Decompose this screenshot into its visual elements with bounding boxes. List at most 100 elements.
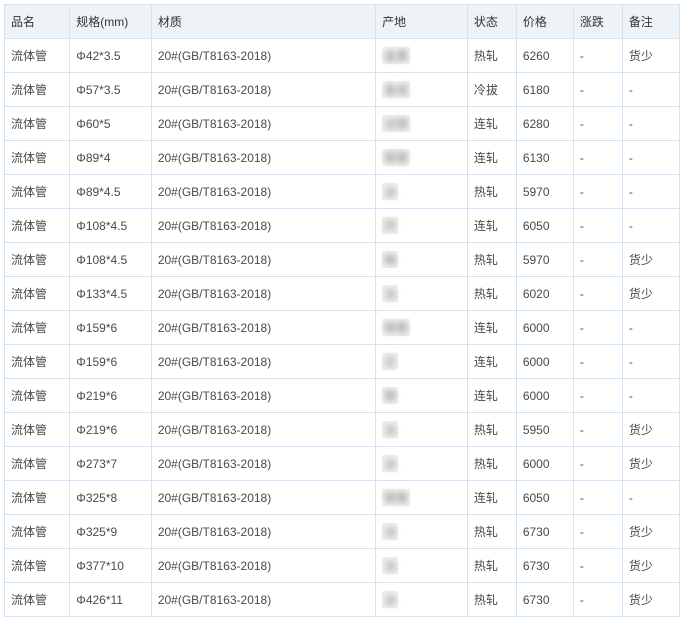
cell-trend: -	[573, 583, 622, 617]
cell-note: 货少	[622, 549, 679, 583]
cell-price: 6050	[516, 209, 573, 243]
cell-price: 6000	[516, 345, 573, 379]
cell-price: 6280	[516, 107, 573, 141]
cell-trend: -	[573, 107, 622, 141]
cell-trend: -	[573, 345, 622, 379]
cell-mat: 20#(GB/T8163-2018)	[151, 447, 375, 481]
cell-mat: 20#(GB/T8163-2018)	[151, 413, 375, 447]
col-header-state: 状态	[467, 5, 516, 39]
cell-state: 热轧	[467, 277, 516, 311]
cell-mat: 20#(GB/T8163-2018)	[151, 583, 375, 617]
cell-name: 流体管	[5, 413, 70, 447]
cell-name: 流体管	[5, 583, 70, 617]
cell-spec: Φ108*4.5	[70, 243, 152, 277]
origin-blurred: 冶	[382, 421, 398, 438]
origin-blurred: 梅	[382, 251, 398, 268]
cell-price: 6000	[516, 311, 573, 345]
origin-blurred: 金成	[382, 81, 410, 98]
table-row: 流体管Φ89*420#(GB/T8163-2018)钢管连轧6130--	[5, 141, 680, 175]
col-header-name: 品名	[5, 5, 70, 39]
cell-mat: 20#(GB/T8163-2018)	[151, 345, 375, 379]
cell-price: 5970	[516, 175, 573, 209]
col-header-trend: 涨跌	[573, 5, 622, 39]
cell-origin: 冶	[376, 447, 468, 481]
col-header-origin: 产地	[376, 5, 468, 39]
cell-spec: Φ89*4	[70, 141, 152, 175]
cell-name: 流体管	[5, 107, 70, 141]
cell-trend: -	[573, 141, 622, 175]
cell-spec: Φ325*8	[70, 481, 152, 515]
cell-mat: 20#(GB/T8163-2018)	[151, 311, 375, 345]
cell-trend: -	[573, 413, 622, 447]
cell-mat: 20#(GB/T8163-2018)	[151, 481, 375, 515]
cell-state: 热轧	[467, 175, 516, 209]
col-header-spec: 规格(mm)	[70, 5, 152, 39]
table-row: 流体管Φ219*620#(GB/T8163-2018)冶热轧5950-货少	[5, 413, 680, 447]
cell-note: -	[622, 107, 679, 141]
origin-blurred: 钢管	[382, 489, 410, 506]
cell-note: 货少	[622, 583, 679, 617]
cell-state: 热轧	[467, 515, 516, 549]
cell-name: 流体管	[5, 311, 70, 345]
cell-state: 连轧	[467, 345, 516, 379]
cell-name: 流体管	[5, 39, 70, 73]
cell-price: 6260	[516, 39, 573, 73]
cell-trend: -	[573, 209, 622, 243]
col-header-note: 备注	[622, 5, 679, 39]
cell-spec: Φ60*5	[70, 107, 152, 141]
cell-spec: Φ108*4.5	[70, 209, 152, 243]
cell-spec: Φ42*3.5	[70, 39, 152, 73]
cell-name: 流体管	[5, 481, 70, 515]
table-row: 流体管Φ60*520#(GB/T8163-2018)冶钢连轧6280--	[5, 107, 680, 141]
cell-trend: -	[573, 549, 622, 583]
origin-blurred: 钢管	[382, 319, 410, 336]
cell-origin: 钢管	[376, 481, 468, 515]
col-header-mat: 材质	[151, 5, 375, 39]
cell-note: -	[622, 141, 679, 175]
cell-note: -	[622, 175, 679, 209]
cell-name: 流体管	[5, 549, 70, 583]
cell-price: 6730	[516, 515, 573, 549]
cell-mat: 20#(GB/T8163-2018)	[151, 107, 375, 141]
table-row: 流体管Φ133*4.520#(GB/T8163-2018)冶热轧6020-货少	[5, 277, 680, 311]
cell-origin: 冶	[376, 583, 468, 617]
cell-name: 流体管	[5, 379, 70, 413]
cell-mat: 20#(GB/T8163-2018)	[151, 39, 375, 73]
cell-state: 热轧	[467, 413, 516, 447]
cell-note: 货少	[622, 515, 679, 549]
cell-spec: Φ426*11	[70, 583, 152, 617]
origin-blurred: 冶	[382, 591, 398, 608]
table-row: 流体管Φ325*920#(GB/T8163-2018)冶热轧6730-货少	[5, 515, 680, 549]
price-table: 品名规格(mm)材质产地状态价格涨跌备注 流体管Φ42*3.520#(GB/T8…	[4, 4, 680, 617]
origin-blurred: 钢管	[382, 149, 410, 166]
table-row: 流体管Φ273*720#(GB/T8163-2018)冶热轧6000-货少	[5, 447, 680, 481]
table-row: 流体管Φ219*620#(GB/T8163-2018)钢连轧6000--	[5, 379, 680, 413]
table-row: 流体管Φ89*4.520#(GB/T8163-2018)冶热轧5970--	[5, 175, 680, 209]
cell-price: 6000	[516, 379, 573, 413]
cell-name: 流体管	[5, 345, 70, 379]
origin-blurred: 钢	[382, 387, 398, 404]
cell-origin: 冶	[376, 549, 468, 583]
cell-trend: -	[573, 447, 622, 481]
cell-name: 流体管	[5, 141, 70, 175]
cell-mat: 20#(GB/T8163-2018)	[151, 243, 375, 277]
table-body: 流体管Φ42*3.520#(GB/T8163-2018)金属热轧6260-货少流…	[5, 39, 680, 617]
cell-note: -	[622, 345, 679, 379]
cell-mat: 20#(GB/T8163-2018)	[151, 141, 375, 175]
table-row: 流体管Φ42*3.520#(GB/T8163-2018)金属热轧6260-货少	[5, 39, 680, 73]
cell-price: 6130	[516, 141, 573, 175]
cell-name: 流体管	[5, 175, 70, 209]
cell-note: -	[622, 481, 679, 515]
origin-blurred: 日	[382, 353, 398, 370]
cell-spec: Φ89*4.5	[70, 175, 152, 209]
cell-state: 热轧	[467, 549, 516, 583]
cell-mat: 20#(GB/T8163-2018)	[151, 379, 375, 413]
cell-price: 6730	[516, 583, 573, 617]
cell-note: 货少	[622, 413, 679, 447]
cell-name: 流体管	[5, 73, 70, 107]
cell-state: 热轧	[467, 243, 516, 277]
cell-price: 5970	[516, 243, 573, 277]
table-row: 流体管Φ377*1020#(GB/T8163-2018)冶热轧6730-货少	[5, 549, 680, 583]
cell-trend: -	[573, 277, 622, 311]
cell-note: -	[622, 379, 679, 413]
